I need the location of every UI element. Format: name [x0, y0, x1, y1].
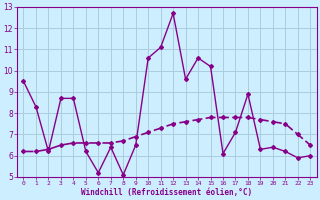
X-axis label: Windchill (Refroidissement éolien,°C): Windchill (Refroidissement éolien,°C) [81, 188, 252, 197]
